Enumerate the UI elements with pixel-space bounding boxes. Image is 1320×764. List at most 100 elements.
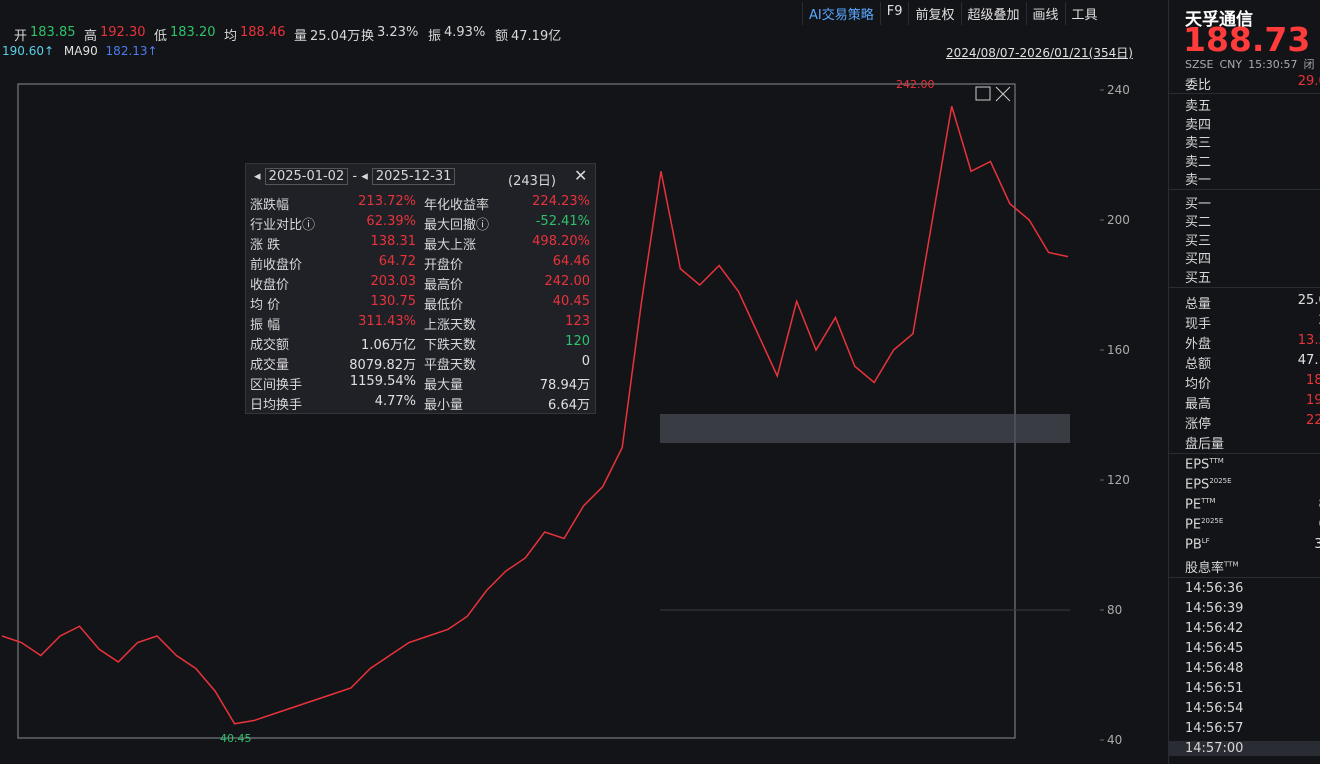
stat: 均价 188. — [1185, 373, 1320, 392]
tick-time: 14:56:45 — [1185, 641, 1244, 656]
price-line — [1, 106, 1069, 725]
stats-value: 1.06万亿 — [361, 338, 416, 353]
bid-level-label: 买五 — [1185, 270, 1212, 286]
stat-label: 现手 — [1185, 317, 1212, 332]
stats-value: 8079.82万 — [349, 358, 416, 373]
tick-time: 14:56:36 — [1185, 581, 1244, 596]
separator — [1169, 287, 1320, 288]
toolbar-button[interactable]: 前复权 — [908, 2, 960, 25]
close-button[interactable]: ✕ — [574, 166, 588, 185]
bid-level: 买四 — [1185, 248, 1320, 267]
fundamental-label: PB — [1185, 537, 1202, 553]
stat: 涨停 221. — [1185, 413, 1320, 432]
tick-time: 14:56:42 — [1185, 621, 1244, 636]
quote-label: 额 — [495, 29, 509, 44]
toolbar-button[interactable]: AI交易策略 — [802, 2, 880, 25]
order-ratio: 委比 29.00 — [1185, 74, 1320, 93]
stats-label: 最大回撤ⓘ — [424, 218, 490, 233]
stats-value: 138.31 — [370, 234, 417, 249]
toolbar-button[interactable]: 超级叠加 — [960, 2, 1026, 25]
stat-value: 188. — [1306, 373, 1320, 388]
stat-value: 221. — [1306, 413, 1320, 428]
fundamental: PE2025E 67 — [1185, 517, 1320, 536]
fundamental-label: 股息率 — [1185, 561, 1225, 576]
ask-level-label: 卖一 — [1185, 173, 1212, 188]
stat: 总量 25.04 — [1185, 293, 1320, 312]
quote-value: 25.04万 — [310, 29, 361, 44]
quote-label: 高 — [84, 29, 98, 44]
tick-time: 14:56:51 — [1185, 681, 1244, 696]
toolbar-button[interactable]: 工具 — [1064, 2, 1104, 25]
stats-label: 开盘价 — [424, 258, 464, 273]
stat: 最高 192. — [1185, 393, 1320, 412]
bid-level-label: 买四 — [1185, 252, 1212, 267]
ask-level: 卖一 — [1185, 169, 1320, 188]
stat-value: 13.53 — [1297, 333, 1320, 348]
stats-label: 平盘天数 — [424, 358, 477, 373]
meta-item: 15:30:57 — [1248, 58, 1298, 71]
last-price: 188.73 — [1183, 20, 1311, 59]
superscript: 2025E — [1201, 517, 1224, 525]
superscript: TTM — [1201, 497, 1216, 505]
quote-value: 3.23% — [377, 25, 419, 40]
stat-value: 47.19 — [1297, 353, 1320, 368]
date-selector[interactable]: ◂ 2025-01-02 - ◂ 2025-12-31 — [254, 168, 456, 185]
tick-time: 14:57:00 — [1169, 741, 1320, 756]
quote-bar: 开 183.85 高 192.30 低 183.20 均 188.46 量 25.04万换 3.23… — [0, 22, 1165, 44]
stats-value: 242.00 — [544, 274, 591, 289]
quote-value: 183.20 — [170, 25, 216, 40]
bid-level: 买五 — [1185, 267, 1320, 286]
ask-level: 卖五 — [1185, 95, 1320, 114]
quote-value: 183.85 — [30, 25, 76, 40]
fundamental-value: 80 — [1318, 497, 1320, 512]
meta-item: CNY — [1219, 58, 1243, 71]
quote-label: 低 — [154, 29, 168, 44]
fundamental-value: 67 — [1318, 517, 1320, 532]
stats-row: 收盘价 203.03 最高价 242.00 — [250, 274, 592, 294]
stats-row: 均 价 130.75 最低价 40.45 — [250, 294, 592, 314]
stat: 盘后量 — [1185, 433, 1320, 452]
stats-label: 均 价 — [250, 298, 281, 313]
tick-time: 14:56:54 — [1185, 701, 1244, 716]
ask-level-label: 卖五 — [1185, 99, 1212, 114]
toolbar-button[interactable]: F9 — [879, 2, 909, 25]
selection-box — [17, 83, 1016, 739]
fundamental: EPSTTM2. — [1185, 457, 1320, 476]
separator — [1169, 93, 1320, 94]
fundamental-label: EPS — [1185, 457, 1210, 473]
stat: 外盘 13.53 — [1185, 333, 1320, 352]
quote-label: 振 — [428, 29, 442, 44]
stats-value: 224.23% — [532, 194, 590, 209]
separator — [1169, 188, 1320, 190]
order-ratio-value: 29.00 — [1297, 74, 1320, 89]
stats-label: 上涨天数 — [424, 318, 477, 333]
ask-level-label: 卖二 — [1185, 154, 1212, 170]
stat-value: 22 — [1318, 313, 1320, 328]
order-ratio-label: 委比 — [1185, 78, 1212, 93]
stats-label: 最大上涨 — [424, 238, 477, 253]
toolbar-button[interactable]: 画线 — [1025, 2, 1065, 25]
tick-time: 14:56:39 — [1185, 601, 1244, 616]
high-label: 242.00 — [896, 78, 935, 91]
date-range[interactable]: 2024/08/07-2026/01/21(354日) — [946, 46, 1133, 60]
stat-label: 外盘 — [1185, 337, 1212, 352]
meta-item: SZSE — [1185, 58, 1214, 71]
stats-value: 203.03 — [370, 274, 417, 289]
bid-level: 买三 — [1185, 230, 1320, 249]
ask-level-label: 卖三 — [1185, 136, 1212, 151]
bid-level: 买二 — [1185, 211, 1320, 230]
close-icon[interactable] — [995, 86, 1011, 102]
stats-value: 213.72% — [358, 194, 416, 209]
stats-row: 成交量 8079.82万 平盘天数 0 — [250, 354, 592, 374]
end-date[interactable]: 2025-12-31 — [371, 168, 456, 185]
stats-label: 涨 跌 — [250, 238, 281, 253]
stats-row: 行业对比ⓘ 62.39% 最大回撤ⓘ -52.41% — [250, 214, 592, 234]
start-date[interactable]: 2025-01-02 — [264, 168, 349, 185]
stats-row: 涨 跌 138.31 最大上涨 498.20% — [250, 234, 592, 254]
ma-value: 190.60↑ — [2, 44, 55, 58]
fundamental: 股息率TTM0. — [1185, 557, 1320, 576]
quote-panel: 天孚通信 188.73 SZSE CNY 15:30:57 闭 委比 29.00 卖五卖四… — [1168, 0, 1320, 764]
maximize-icon[interactable] — [975, 86, 991, 101]
stats-value: 78.94万 — [539, 378, 590, 393]
stats-row: 前收盘价 64.72 开盘价 64.46 — [250, 254, 592, 274]
